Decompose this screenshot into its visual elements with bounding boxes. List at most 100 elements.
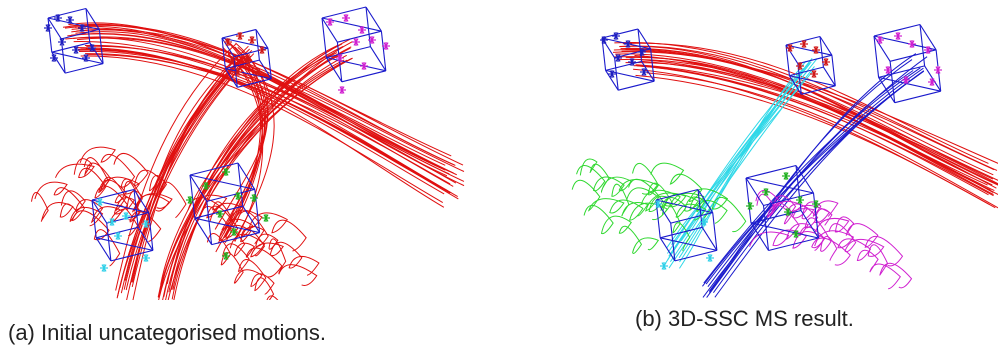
cube-edge <box>133 189 150 213</box>
trajectory-loop <box>640 189 728 224</box>
trajectory <box>126 51 244 300</box>
marker-star <box>230 228 238 236</box>
trajectory <box>71 29 455 166</box>
marker-star <box>326 18 334 26</box>
marker-star <box>784 208 792 216</box>
marker-star <box>222 168 230 176</box>
marker-star <box>358 26 366 34</box>
trajectory <box>171 59 345 290</box>
cube-edge <box>369 46 387 72</box>
marker-star <box>908 40 916 48</box>
marker-star <box>100 264 108 272</box>
trajectories <box>31 22 465 300</box>
cube-edge <box>659 237 676 262</box>
trajectory <box>621 50 994 180</box>
marker-star <box>244 56 252 64</box>
cube-edge <box>641 61 655 82</box>
marker-star <box>336 54 344 62</box>
caption-segmentation-result: (b) 3D-SSC MS result. <box>635 306 854 331</box>
marker-star <box>236 32 244 40</box>
marker-star <box>382 42 390 50</box>
marker-star <box>262 214 270 222</box>
cube-edge <box>785 44 833 56</box>
cube-edge <box>745 177 814 194</box>
marker-star <box>222 252 230 260</box>
trajectory-loop <box>650 162 747 233</box>
cube-edge <box>326 46 371 59</box>
marker-star <box>234 192 242 200</box>
marker-star <box>352 38 360 46</box>
cube-edge <box>95 237 112 262</box>
trajectory-loop <box>55 163 139 237</box>
marker-star <box>614 54 622 62</box>
trajectory <box>646 72 998 209</box>
cube-edge <box>189 174 208 202</box>
trajectory <box>162 52 338 300</box>
cube-edge <box>655 199 713 214</box>
trajectory-loop <box>576 165 649 217</box>
marker-star <box>108 218 116 226</box>
segmentation-result-figure <box>571 23 998 298</box>
trajectory-loop <box>828 223 913 289</box>
cube-edge <box>110 249 154 262</box>
marker-star <box>338 86 346 94</box>
marker-cubes <box>600 23 942 270</box>
trajectory <box>84 45 458 197</box>
cube-edge <box>47 17 62 40</box>
trajectory <box>706 70 914 298</box>
trajectory <box>639 59 997 189</box>
cube-edge <box>788 75 802 95</box>
trajectory-loop <box>771 200 839 225</box>
marker-star <box>782 172 790 180</box>
cube-edge <box>321 17 382 32</box>
trajectories <box>571 41 998 298</box>
trajectory <box>612 51 998 164</box>
cube-edge <box>96 226 139 239</box>
cube-edge <box>96 237 154 251</box>
cube-edge <box>801 85 836 95</box>
cube-edge <box>254 189 261 233</box>
trajectory <box>666 67 804 254</box>
cube-edge <box>670 223 676 261</box>
trajectory <box>123 56 246 290</box>
cube-edge <box>605 70 619 91</box>
cube-edge <box>189 162 239 176</box>
trajectory-loop <box>579 158 659 195</box>
cube-edge <box>255 29 260 61</box>
cube-edge <box>650 48 655 82</box>
marker-star <box>250 194 258 202</box>
cube-edge <box>91 188 135 201</box>
cube-edge <box>762 205 770 251</box>
cube-edge <box>797 54 833 65</box>
cube-edge <box>768 237 819 252</box>
cube-edge <box>637 28 652 50</box>
trajectory <box>614 41 998 171</box>
trajectory <box>132 51 244 300</box>
trajectory-loop <box>73 158 140 213</box>
marker-star <box>142 220 150 228</box>
cube-edge <box>618 80 655 91</box>
initial-motions-figure <box>31 6 465 300</box>
marker-star <box>894 32 902 40</box>
marker-star <box>368 36 376 44</box>
panel-segmentation-result <box>560 0 998 300</box>
cube-edge <box>674 249 718 262</box>
cube-edge <box>206 188 255 202</box>
marker-star <box>792 230 800 238</box>
cube-edge <box>789 75 836 87</box>
cube-edge <box>148 212 154 251</box>
cube-edge <box>237 78 272 88</box>
marker-star <box>822 58 830 66</box>
cube-edge <box>206 201 213 245</box>
cube-edge <box>321 6 367 19</box>
marker-star <box>928 78 936 86</box>
marker-star <box>360 62 368 70</box>
trajectory <box>173 43 343 300</box>
marker-star <box>876 36 884 44</box>
marker-star <box>72 46 80 54</box>
cube-edge <box>325 57 343 83</box>
cube-edge <box>670 212 713 224</box>
marker-star <box>142 254 150 262</box>
marker-star <box>812 200 820 208</box>
cube-edge <box>337 30 382 43</box>
